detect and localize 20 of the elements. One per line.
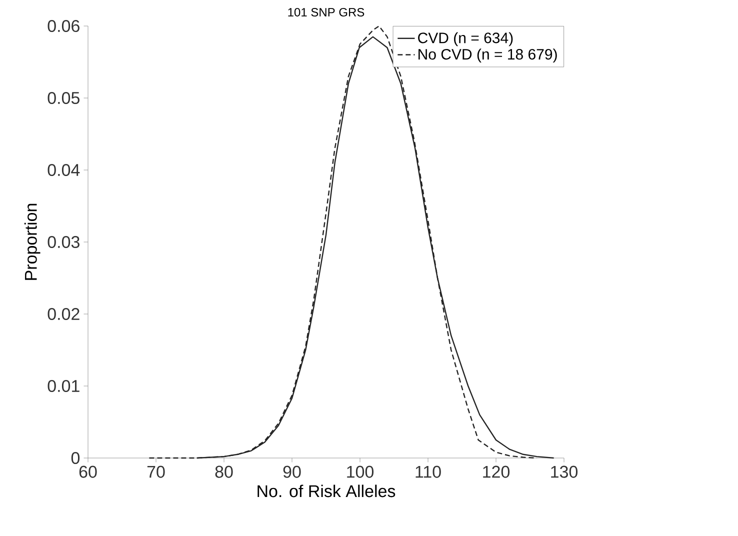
- y-tick-label: 0.06: [48, 20, 80, 32]
- y-tick-label: 0: [71, 452, 80, 464]
- x-tick-label: 120: [483, 466, 510, 478]
- y-tick-label: 0.02: [48, 308, 80, 320]
- x-tick-label: 110: [416, 466, 441, 478]
- x-tick-label: 130: [551, 466, 578, 478]
- y-tick-label: 0.05: [48, 92, 80, 104]
- y-axis-title: Proportion: [24, 204, 40, 280]
- x-tick-label: 60: [79, 466, 97, 478]
- chart-title: 101 SNP GRS: [288, 8, 364, 16]
- x-tick-label: 100: [347, 466, 374, 478]
- x-tick-label: 70: [147, 466, 165, 478]
- y-tick-label: 0.01: [48, 380, 80, 392]
- x-tick-label: 80: [215, 466, 233, 478]
- legend-label: CVD (n = 634): [418, 32, 513, 46]
- x-tick-label: 90: [283, 466, 301, 478]
- y-tick-label: 0.04: [48, 164, 80, 176]
- y-tick-label: 0.03: [48, 236, 80, 248]
- legend-label: No CVD (n = 18 679): [418, 48, 557, 63]
- x-axis-title: No. of Risk Alleles: [258, 484, 396, 498]
